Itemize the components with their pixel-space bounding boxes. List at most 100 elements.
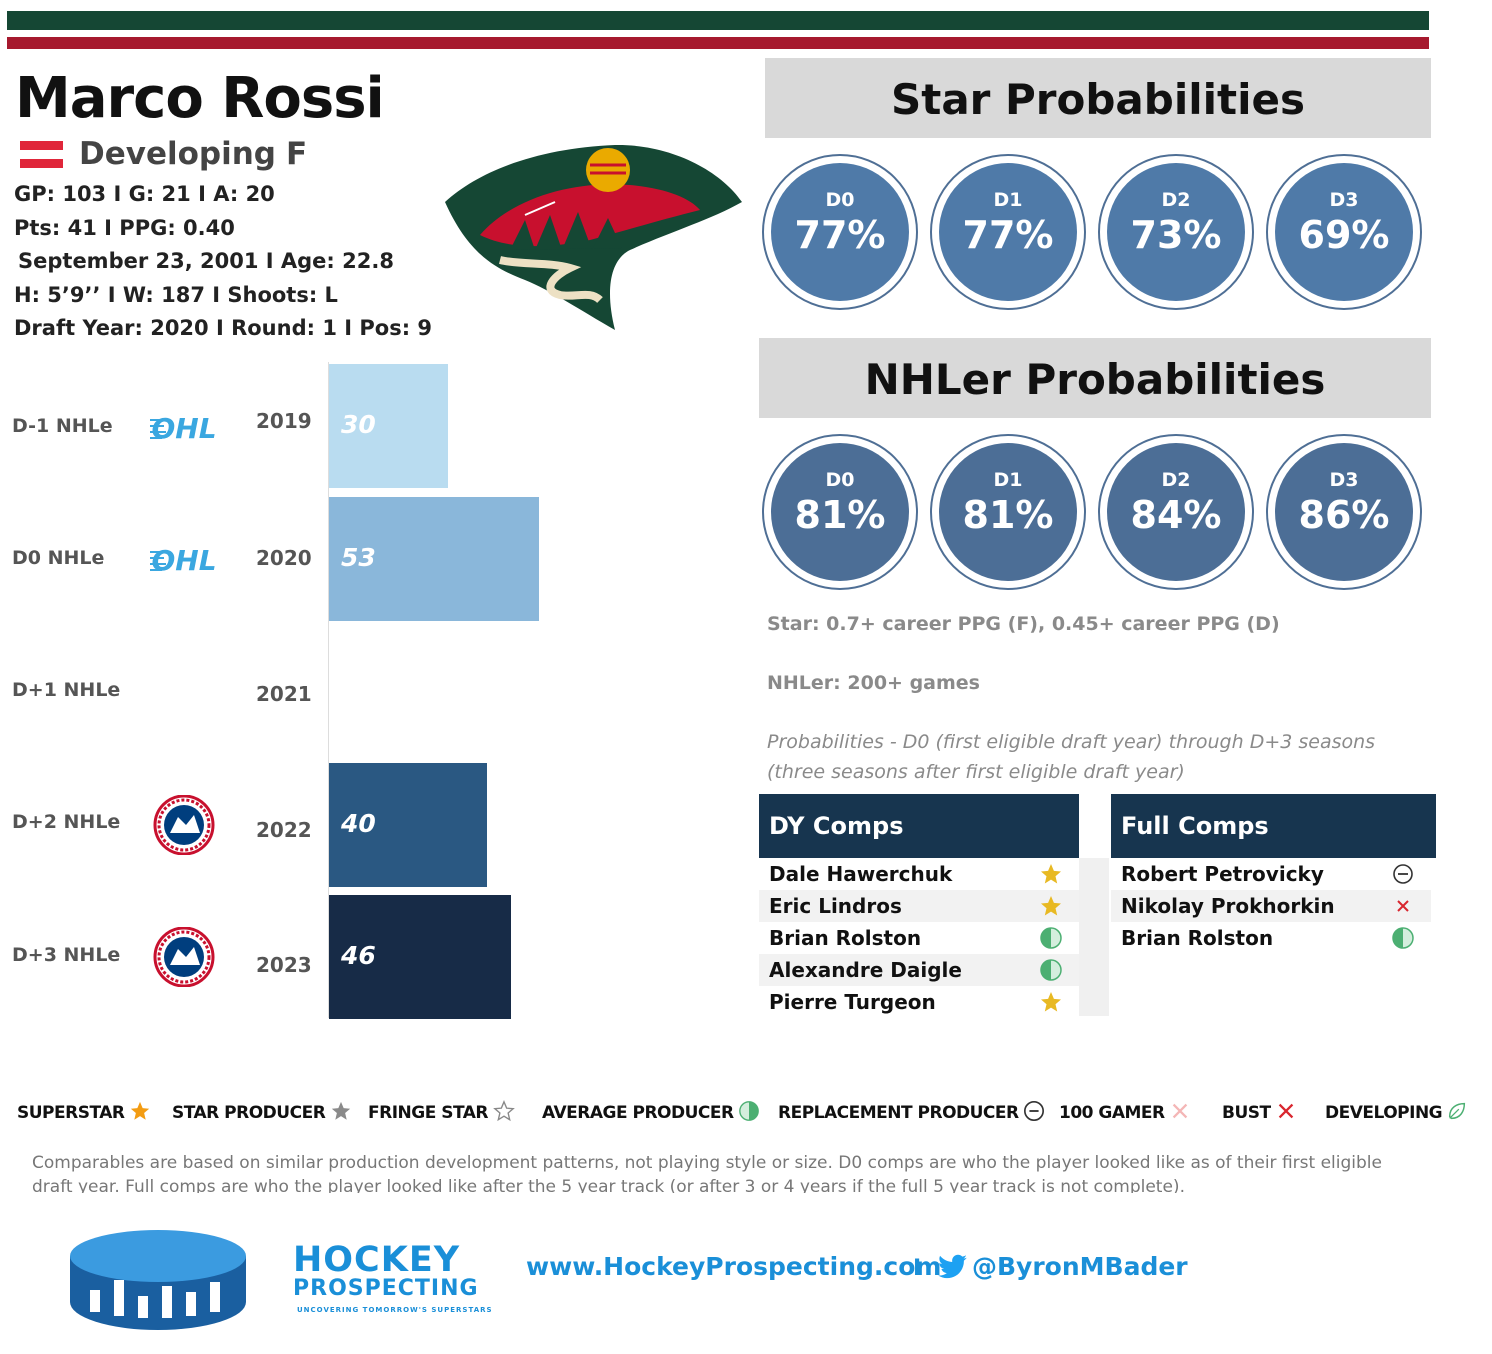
comp-row: Eric Lindros <box>759 890 1079 922</box>
player-position: F <box>286 136 308 172</box>
star_panel-circle: D2 73% <box>1098 154 1254 310</box>
half-circle-icon <box>1040 959 1062 981</box>
brand-prospecting: PROSPECTING <box>293 1276 479 1301</box>
ahl-logo-icon <box>153 927 215 987</box>
circle-value: 73% <box>1130 213 1222 257</box>
comp-player-name: Dale Hawerchuk <box>769 862 953 886</box>
legend-100-gamer: 100 GAMER <box>1059 1100 1191 1123</box>
legend-fringe-star-label: FRINGE STAR <box>368 1103 489 1123</box>
circle-value: 69% <box>1298 213 1390 257</box>
row-label: D-1 NHLe <box>12 415 113 437</box>
legend-replacement-producer: REPLACEMENT PRODUCER <box>778 1100 1045 1123</box>
star_panel-circle: D1 77% <box>930 154 1086 310</box>
nhler_panel-circle: D2 84% <box>1098 434 1254 590</box>
circle-fill: D2 84% <box>1107 443 1245 581</box>
website-link[interactable]: www.HockeyProspecting.com <box>526 1252 942 1281</box>
probability-definition-line-1: Probabilities - D0 (first eligible draft… <box>767 731 1376 753</box>
comp-row: Nikolay Prokhorkin <box>1111 890 1431 922</box>
nhle-bar <box>329 364 448 488</box>
circle-value: 84% <box>1130 493 1222 537</box>
austria-flag-icon <box>20 141 63 168</box>
outline-star-icon <box>493 1100 515 1122</box>
legend-replacement-producer-label: REPLACEMENT PRODUCER <box>778 1103 1019 1123</box>
star_panel-circle: D3 69% <box>1266 154 1422 310</box>
circle-label: D2 <box>1161 189 1191 211</box>
star_panel-circle: D0 77% <box>762 154 918 310</box>
comp-player-name: Alexandre Daigle <box>769 958 962 982</box>
twitter-handle-link[interactable]: @ByronMBader <box>972 1252 1188 1281</box>
comp-row: Dale Hawerchuk <box>759 858 1079 890</box>
comp-player-name: Robert Petrovicky <box>1121 862 1324 886</box>
circle-label: D0 <box>825 469 855 491</box>
nhler_panel-circle: D3 86% <box>1266 434 1422 590</box>
comp-row: Brian Rolston <box>1111 922 1431 954</box>
circle-value: 77% <box>962 213 1054 257</box>
svg-text:OHL: OHL <box>151 412 216 445</box>
circle-value: 81% <box>794 493 886 537</box>
twitter-bird-icon <box>938 1254 967 1279</box>
footer-separator: I <box>913 1256 922 1281</box>
player-birth-line: September 23, 2001 I Age: 22.8 <box>18 249 394 273</box>
top-stripe-green <box>7 11 1429 30</box>
full-comps-header: Full Comps <box>1111 794 1436 858</box>
player-stats-line: GP: 103 I G: 21 I A: 20 <box>14 182 275 206</box>
comp-player-name: Nikolay Prokhorkin <box>1121 894 1335 918</box>
legend-star-producer-label: STAR PRODUCER <box>172 1103 326 1123</box>
dy-comps-list: Dale Hawerchuk Eric Lindros Brian Rolston A… <box>759 858 1079 1018</box>
circle-fill: D0 77% <box>771 163 909 301</box>
brand-hockey: HOCKEY <box>293 1240 461 1280</box>
legend-bust-label: BUST <box>1222 1103 1271 1123</box>
comp-row: Alexandre Daigle <box>759 954 1079 986</box>
minus-circle-icon <box>1023 1101 1044 1121</box>
circle-label: D1 <box>993 469 1023 491</box>
minus-circle-icon <box>1393 864 1413 884</box>
ohl-logo-icon: OHL <box>150 544 217 577</box>
gold-star-icon <box>1041 992 1061 1012</box>
row-label: D+3 NHLe <box>12 944 121 966</box>
row-year: 2019 <box>256 409 312 433</box>
star-probabilities-title: Star Probabilities <box>765 58 1431 138</box>
red-x-icon <box>1397 900 1409 912</box>
minnesota-wild-logo <box>445 144 742 330</box>
nhle-bar <box>329 763 487 887</box>
ohl-logo-icon: OHL <box>150 412 217 445</box>
circle-fill: D3 86% <box>1275 443 1413 581</box>
half-circle-icon <box>1040 927 1062 949</box>
nhle-bar-value: 30 <box>341 410 376 439</box>
comp-player-name: Eric Lindros <box>769 894 902 918</box>
circle-value: 81% <box>962 493 1054 537</box>
legend-superstar-label: SUPERSTAR <box>17 1103 125 1123</box>
nhler_panel-circle: D0 81% <box>762 434 918 590</box>
row-label: D0 NHLe <box>12 547 105 569</box>
nhle-bar <box>329 895 511 1019</box>
circle-fill: D0 81% <box>771 443 909 581</box>
legend-developing-label: DEVELOPING <box>1325 1103 1443 1123</box>
red-x-icon <box>1278 1103 1293 1119</box>
comp-player-name: Brian Rolston <box>1121 926 1274 950</box>
circle-fill: D2 73% <box>1107 163 1245 301</box>
legend-developing: DEVELOPING <box>1325 1100 1468 1123</box>
nhler-probabilities-title: NHLer Probabilities <box>759 338 1431 418</box>
circle-label: D3 <box>1329 469 1359 491</box>
row-year: 2021 <box>256 682 312 706</box>
nhle-bar-value: 40 <box>341 809 376 838</box>
circle-label: D3 <box>1329 189 1359 211</box>
comp-row: Brian Rolston <box>759 922 1079 954</box>
svg-text:OHL: OHL <box>151 544 216 577</box>
player-size-line: H: 5’9’’ I W: 187 I Shoots: L <box>14 283 338 307</box>
legend-100-gamer-label: 100 GAMER <box>1059 1103 1165 1123</box>
brand-tagline: UNCOVERING TOMORROW'S SUPERSTARS <box>297 1306 493 1314</box>
row-year: 2023 <box>256 953 312 977</box>
comp-row: Pierre Turgeon <box>759 986 1079 1018</box>
nhle-bar-value: 53 <box>341 543 376 572</box>
ahl-logo-icon <box>153 795 215 855</box>
hockey-puck-logo <box>70 1230 246 1330</box>
chart-axis-line <box>328 362 329 1018</box>
gray-star-icon <box>332 1101 351 1120</box>
legend-fringe-star: FRINGE STAR <box>368 1100 516 1123</box>
player-points-line: Pts: 41 I PPG: 0.40 <box>14 216 235 240</box>
light-x-icon <box>1172 1103 1187 1119</box>
circle-label: D1 <box>993 189 1023 211</box>
probability-definition-line-2: (three seasons after first eligible draf… <box>767 761 1185 783</box>
circle-fill: D1 77% <box>939 163 1077 301</box>
